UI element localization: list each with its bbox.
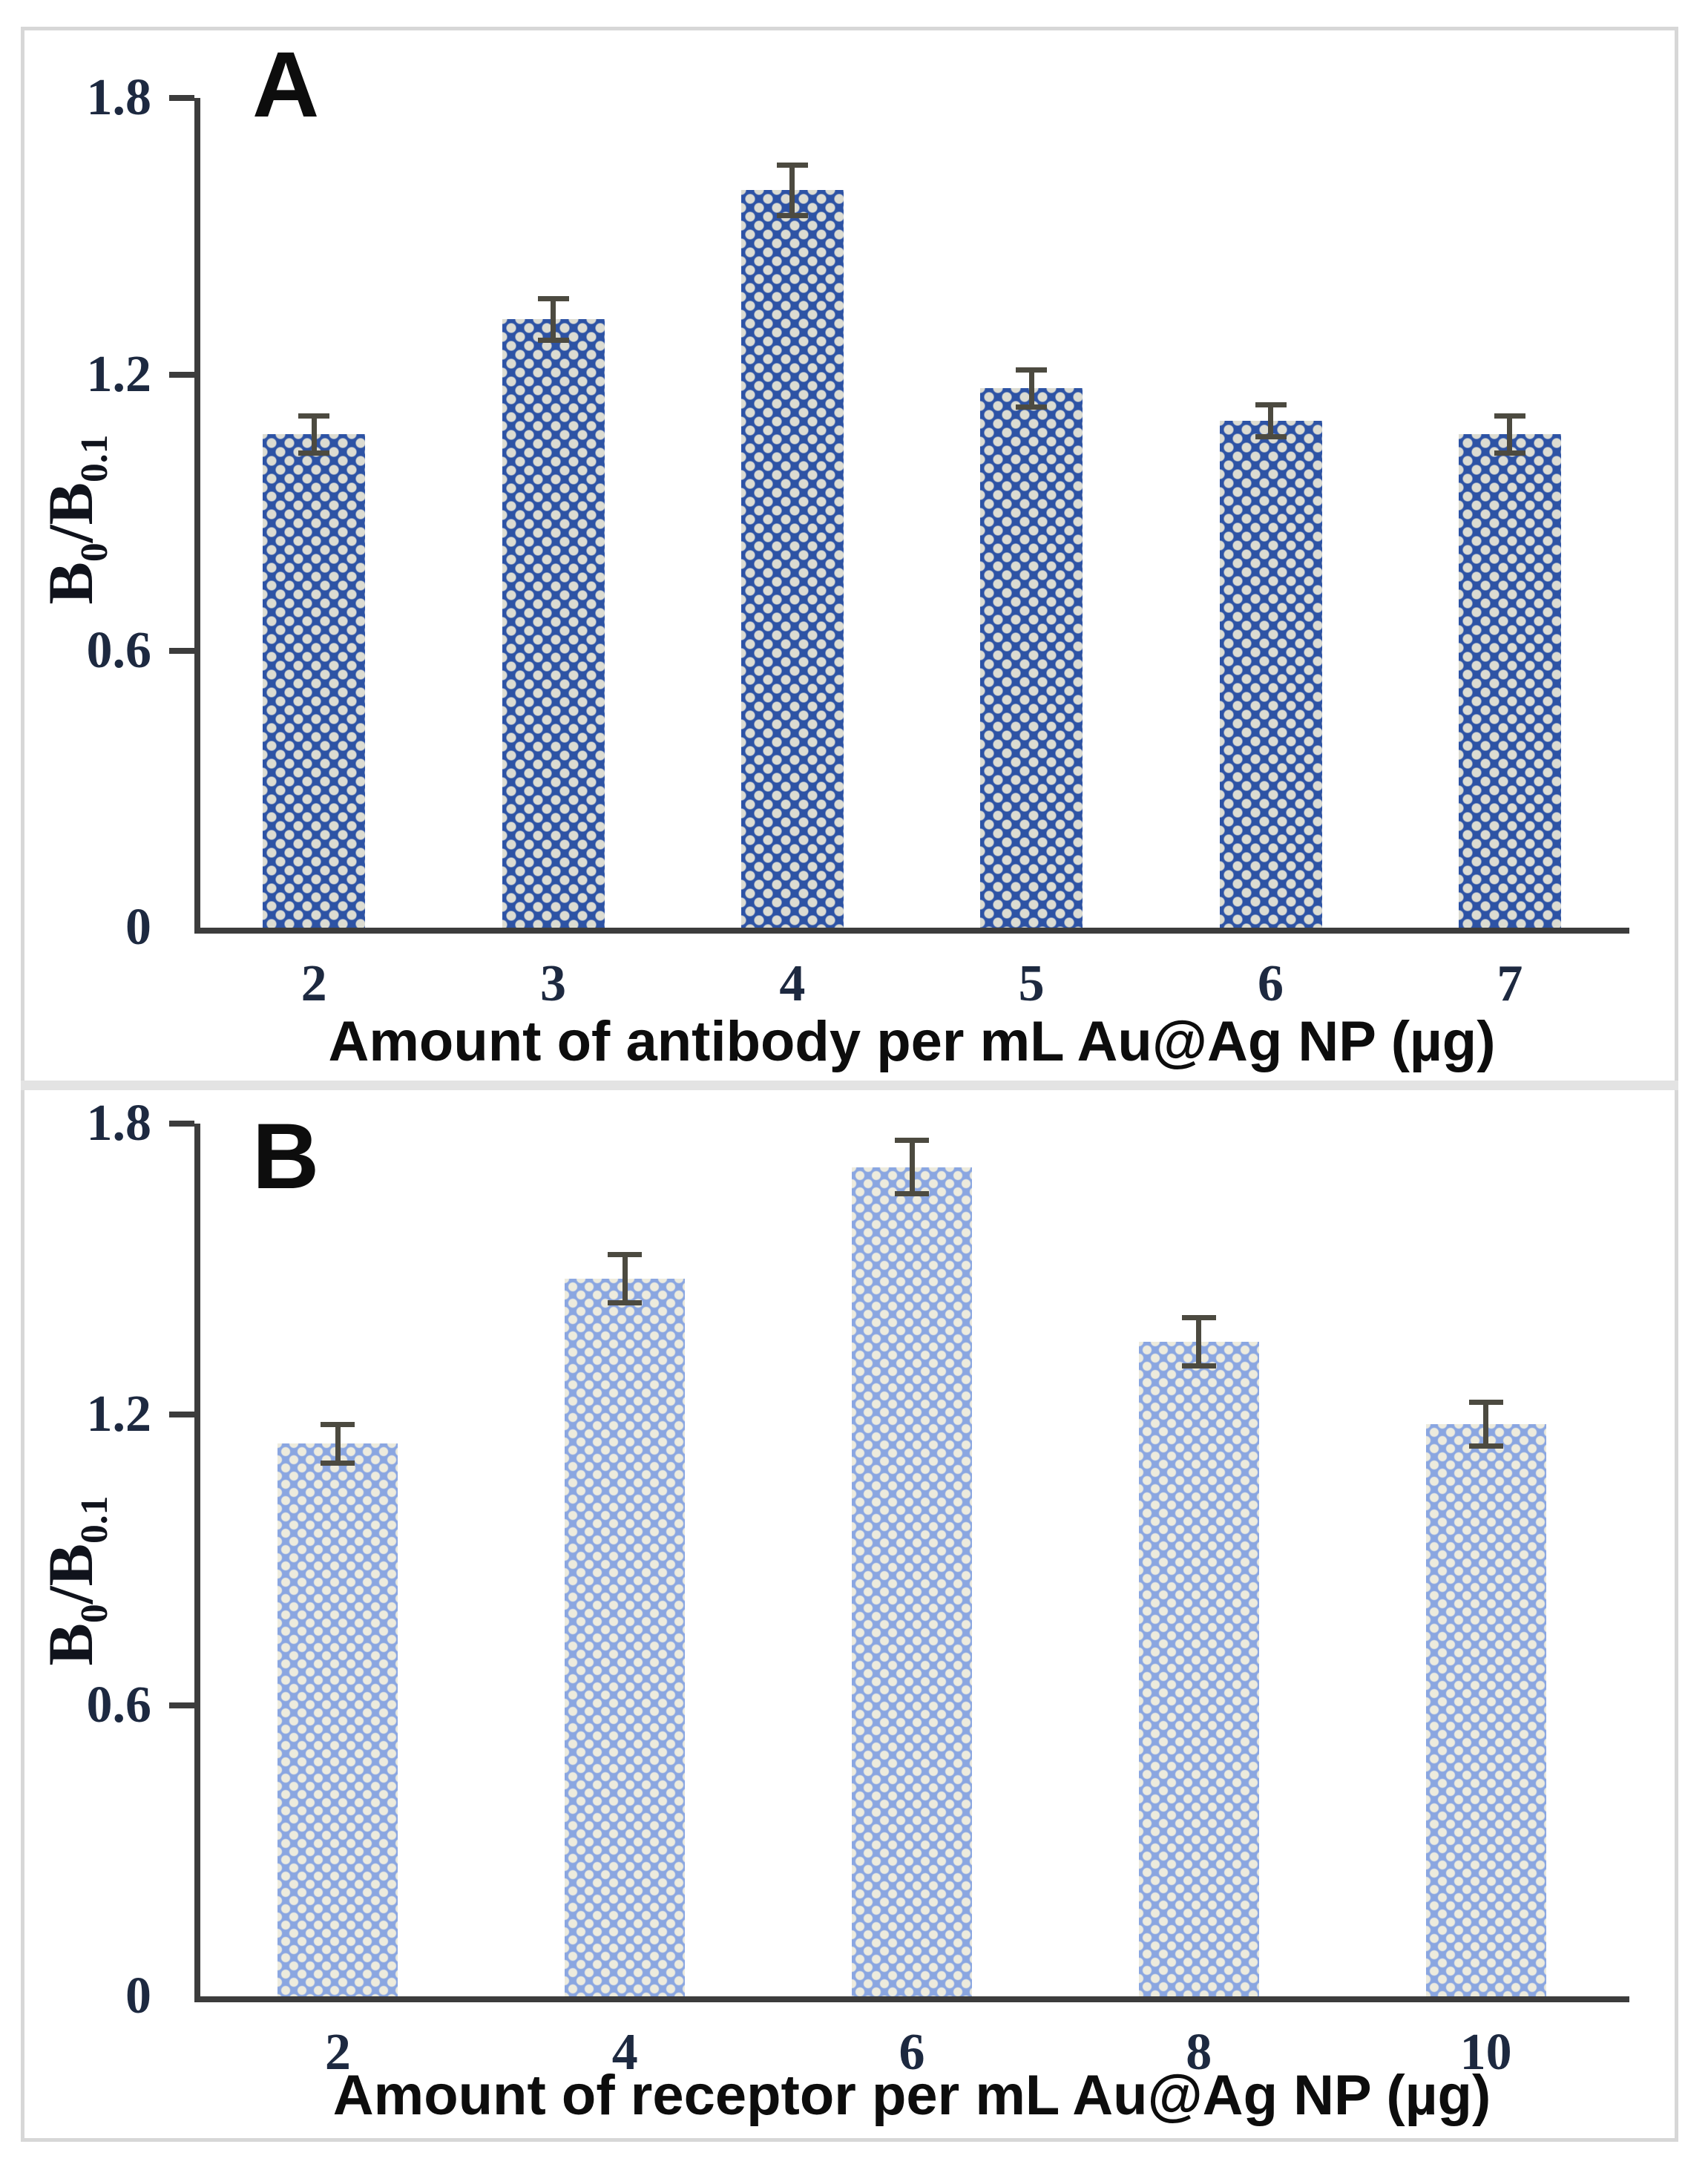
y-label-text: /B: [35, 1544, 106, 1604]
x-axis-title-a: Amount of antibody per mL Au@Ag NP (µg): [328, 1010, 1496, 1073]
x-tick-label: 6: [1257, 955, 1284, 1012]
error-bar-cap-top: [895, 1138, 929, 1144]
error-bar-cap-bottom: [537, 337, 569, 343]
error-bar-whisker: [335, 1424, 341, 1463]
y-tick-label: 0.6: [86, 622, 152, 680]
y-label-subscript: 0: [73, 542, 116, 563]
panel-divider: [21, 1081, 1678, 1090]
error-bar-whisker: [311, 416, 317, 453]
x-tick-label: 4: [779, 955, 806, 1012]
error-bar-cap-top: [321, 1421, 355, 1427]
x-tick-label: 8: [1186, 2024, 1212, 2081]
error-bar-cap-bottom: [1494, 450, 1525, 456]
error-bar-cap-top: [1494, 413, 1525, 419]
y-tick-label: 1.8: [86, 69, 152, 126]
error-bar-cap-top: [1255, 401, 1287, 407]
y-label-subscript: 0: [73, 1604, 116, 1624]
error-bar-cap-top: [298, 413, 330, 419]
y-tick-label: 0.6: [86, 1676, 152, 1734]
bar-4: [565, 1279, 686, 1996]
plot-area-a: 0 0.6 1.2 1.8 2 3 4 5 6 7: [87, 69, 1629, 1012]
bar-3: [502, 319, 605, 928]
error-bar-cap-top: [1016, 367, 1048, 373]
y-label-subscript: 0.1: [73, 1495, 116, 1544]
y-axis-line: [194, 1124, 200, 2002]
x-tick-label: 2: [324, 2024, 351, 2081]
bar-2: [277, 1443, 398, 1996]
x-tick-label: 5: [1018, 955, 1045, 1012]
error-bar-cap-bottom: [298, 450, 330, 456]
error-bar-cap-bottom: [608, 1300, 643, 1306]
x-tick-label: 7: [1497, 955, 1523, 1012]
error-bar-cap-bottom: [321, 1460, 355, 1466]
error-bar-cap-top: [776, 162, 808, 168]
bar-8: [1138, 1342, 1259, 1996]
bar-4: [740, 190, 844, 928]
y-tick-label: 0: [125, 1967, 151, 2025]
error-bar-cap-bottom: [776, 212, 808, 218]
y-tick-mark: [169, 1121, 194, 1127]
x-tick-label: 10: [1459, 2024, 1512, 2081]
error-bar-whisker: [1028, 370, 1034, 407]
y-axis-label-a: B0/B0.1: [30, 260, 116, 779]
y-tick-mark: [169, 648, 194, 655]
x-axis-title-b: Amount of receptor per mL Au@Ag NP (µg): [332, 2064, 1491, 2127]
error-bar-cap-bottom: [895, 1191, 929, 1197]
y-label-subscript: 0.1: [73, 434, 116, 483]
x-tick-label: 2: [300, 955, 327, 1012]
error-bar-whisker: [1507, 416, 1513, 453]
error-bar-whisker: [1268, 404, 1273, 437]
y-tick-mark: [169, 95, 194, 101]
y-tick-mark: [169, 1412, 194, 1417]
bar-2: [263, 434, 366, 928]
y-label-text: B: [35, 1623, 106, 1666]
x-axis-line: [194, 928, 1629, 934]
bar-6: [1219, 420, 1322, 928]
error-bar-cap-bottom: [1016, 404, 1048, 410]
error-bar-cap-top: [1181, 1314, 1216, 1320]
x-axis-line: [194, 1996, 1629, 2002]
bar-5: [980, 388, 1083, 928]
y-axis-line: [194, 98, 200, 934]
error-bar-whisker: [789, 165, 795, 216]
y-tick-label: 1.2: [86, 345, 152, 403]
panel-b-letter: B: [252, 1105, 320, 1208]
bar-10: [1425, 1424, 1546, 1996]
error-bar-whisker: [1196, 1317, 1202, 1366]
y-label-text: /B: [35, 482, 106, 543]
bar-6: [852, 1167, 972, 1996]
y-tick-label: 1.2: [86, 1386, 152, 1443]
y-tick-label: 1.8: [86, 1095, 152, 1152]
x-tick-label: 6: [899, 2024, 925, 2081]
error-bar-whisker: [622, 1254, 628, 1303]
bar-7: [1458, 434, 1561, 928]
error-bar-whisker: [1483, 1402, 1489, 1446]
error-bar-cap-bottom: [1255, 434, 1287, 440]
panel-a-letter: A: [252, 33, 320, 137]
y-tick-label: 0: [125, 899, 151, 956]
error-bar-cap-top: [608, 1251, 643, 1257]
error-bar-cap-bottom: [1181, 1363, 1216, 1369]
error-bar-cap-top: [1468, 1400, 1503, 1406]
x-tick-label: 3: [539, 955, 566, 1012]
error-bar-cap-top: [537, 295, 569, 301]
plot-area-b: 0 0.6 1.2 1.8 2 4 6 8 10: [87, 1095, 1629, 2081]
y-tick-mark: [169, 1702, 194, 1708]
error-bar-whisker: [909, 1140, 915, 1194]
error-bar-whisker: [551, 298, 556, 341]
error-bar-cap-bottom: [1468, 1443, 1503, 1449]
x-tick-label: 4: [611, 2024, 638, 2081]
y-tick-mark: [169, 371, 194, 378]
y-label-text: B: [35, 562, 106, 605]
